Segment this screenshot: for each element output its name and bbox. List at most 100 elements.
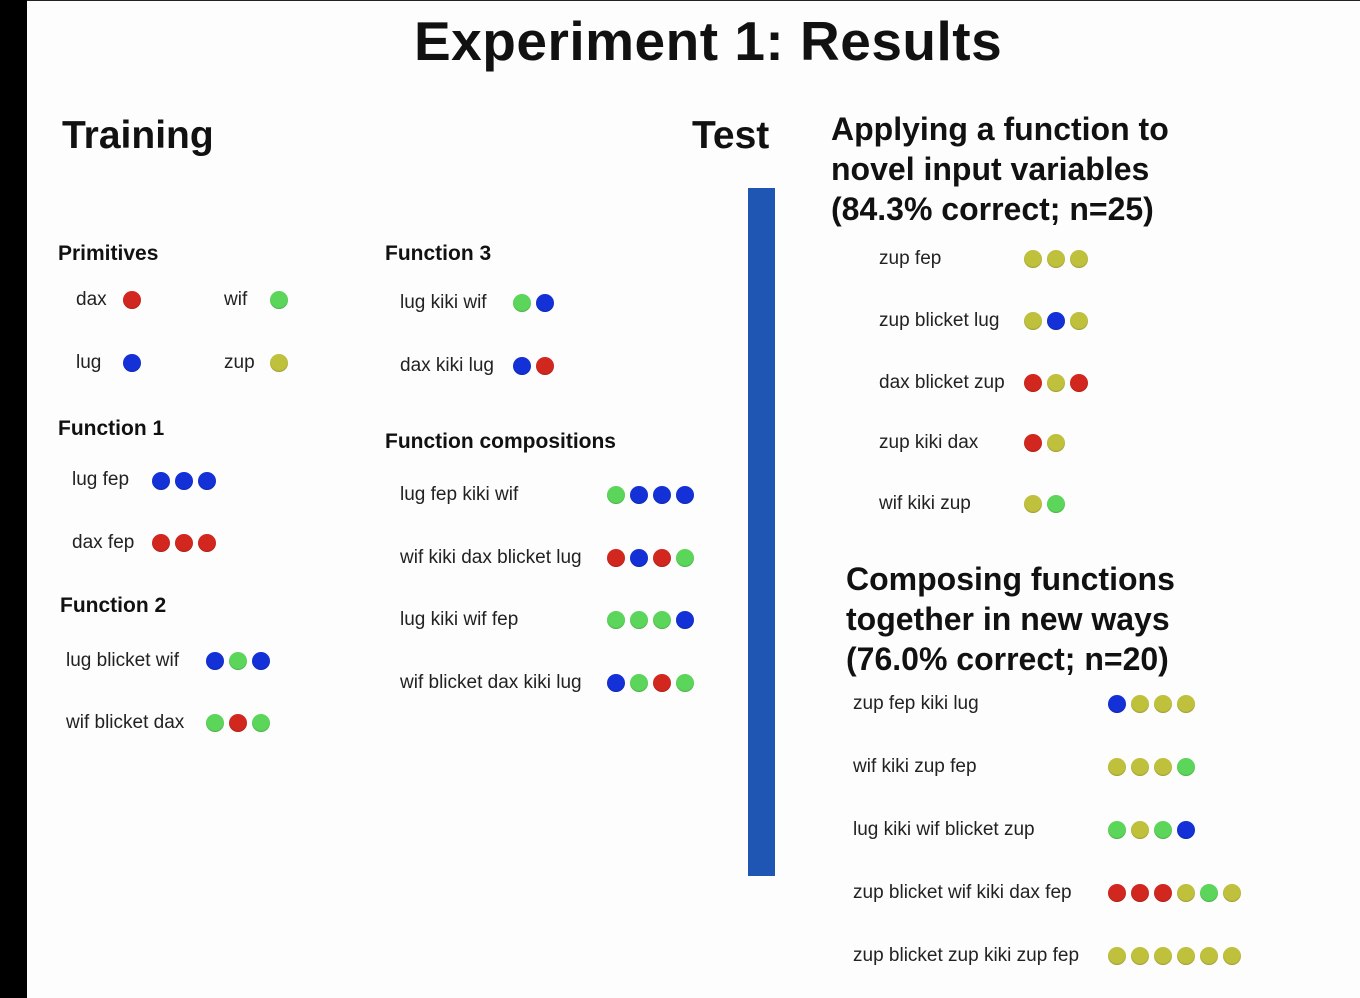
yellow-dot — [1131, 758, 1149, 776]
green-dot — [1177, 758, 1195, 776]
green-dot — [1047, 495, 1065, 513]
composition-phrase: wif kiki dax blicket lug — [400, 547, 582, 568]
red-dot — [536, 357, 554, 375]
test-novel-phrase: wif kiki zup — [879, 493, 971, 514]
composition-dots — [607, 549, 694, 567]
test-compose-dots — [1108, 821, 1195, 839]
primitive-dots — [270, 291, 288, 309]
blue-dot — [123, 354, 141, 372]
test-novel-heading-line: (84.3% correct; n=25) — [831, 191, 1154, 227]
function3-heading: Function 3 — [385, 242, 492, 265]
blue-dot — [607, 674, 625, 692]
composition-dots — [607, 674, 694, 692]
left-border — [0, 0, 27, 998]
yellow-dot — [1154, 695, 1172, 713]
function1-dots — [152, 472, 216, 490]
blue-dot — [152, 472, 170, 490]
red-dot — [198, 534, 216, 552]
test-compose-phrase: wif kiki zup fep — [853, 756, 977, 777]
composition-dots — [607, 611, 694, 629]
green-dot — [676, 674, 694, 692]
yellow-dot — [1131, 695, 1149, 713]
test-novel-phrase: zup blicket lug — [879, 310, 1000, 331]
red-dot — [1024, 434, 1042, 452]
slide-title: Experiment 1: Results — [414, 10, 1003, 72]
red-dot — [152, 534, 170, 552]
red-dot — [1154, 884, 1172, 902]
blue-dot — [175, 472, 193, 490]
test-compose-dots — [1108, 947, 1241, 965]
test-compose-heading-line: (76.0% correct; n=20) — [846, 641, 1169, 677]
red-dot — [175, 534, 193, 552]
green-dot — [206, 714, 224, 732]
blue-dot — [252, 652, 270, 670]
red-dot — [1024, 374, 1042, 392]
yellow-dot — [1223, 884, 1241, 902]
green-dot — [513, 294, 531, 312]
blue-dot — [1177, 821, 1195, 839]
yellow-dot — [1131, 947, 1149, 965]
yellow-dot — [1070, 250, 1088, 268]
yellow-dot — [1177, 695, 1195, 713]
composition-phrase: wif blicket dax kiki lug — [400, 672, 582, 693]
primitive-term: zup — [224, 352, 255, 373]
composition-phrase: lug fep kiki wif — [400, 484, 519, 505]
test-heading: Test — [692, 114, 770, 157]
blue-dot — [198, 472, 216, 490]
primitive-dots — [270, 354, 288, 372]
test-compose-phrase: zup fep kiki lug — [853, 693, 979, 714]
yellow-dot — [1047, 374, 1065, 392]
function3-phrase: lug kiki wif — [400, 292, 487, 313]
green-dot — [630, 674, 648, 692]
red-dot — [229, 714, 247, 732]
yellow-dot — [1131, 821, 1149, 839]
yellow-dot — [1108, 758, 1126, 776]
primitive-term: lug — [76, 352, 102, 373]
test-novel-heading-line: Applying a function to — [831, 111, 1169, 147]
test-novel-heading-line: novel input variables — [831, 151, 1150, 187]
blue-dot — [630, 486, 648, 504]
function1-dots — [152, 534, 216, 552]
composition-dots — [607, 486, 694, 504]
test-divider-bar — [748, 188, 775, 876]
green-dot — [1200, 884, 1218, 902]
red-dot — [1131, 884, 1149, 902]
composition-phrase: lug kiki wif fep — [400, 609, 519, 630]
function3-dots — [513, 357, 554, 375]
blue-dot — [513, 357, 531, 375]
yellow-dot — [1154, 947, 1172, 965]
blue-dot — [630, 549, 648, 567]
yellow-dot — [1024, 495, 1042, 513]
green-dot — [229, 652, 247, 670]
test-compose-heading-line: Composing functions — [846, 561, 1175, 597]
test-novel-phrase: zup kiki dax — [879, 432, 979, 453]
primitive-term: dax — [76, 289, 107, 310]
blue-dot — [676, 611, 694, 629]
function1-phrase: lug fep — [72, 469, 130, 490]
test-novel-dots — [1024, 250, 1088, 268]
red-dot — [1108, 884, 1126, 902]
function2-dots — [206, 714, 270, 732]
red-dot — [123, 291, 141, 309]
function2-dots — [206, 652, 270, 670]
green-dot — [270, 291, 288, 309]
test-compose-dots — [1108, 695, 1195, 713]
blue-dot — [676, 486, 694, 504]
primitive-dots — [123, 291, 141, 309]
test-novel-phrase: zup fep — [879, 248, 942, 269]
primitives-heading: Primitives — [58, 242, 159, 265]
yellow-dot — [1200, 947, 1218, 965]
function3-dots — [513, 294, 554, 312]
test-novel-dots — [1024, 312, 1088, 330]
compositions-heading: Function compositions — [385, 430, 616, 453]
test-novel-heading: Applying a function to novel input varia… — [831, 109, 1169, 229]
yellow-dot — [1024, 250, 1042, 268]
blue-dot — [1108, 695, 1126, 713]
yellow-dot — [1024, 312, 1042, 330]
function2-phrase: wif blicket dax — [66, 712, 185, 733]
primitive-dots — [123, 354, 141, 372]
function1-phrase: dax fep — [72, 532, 135, 553]
red-dot — [653, 674, 671, 692]
yellow-dot — [1047, 434, 1065, 452]
function1-heading: Function 1 — [58, 417, 165, 440]
